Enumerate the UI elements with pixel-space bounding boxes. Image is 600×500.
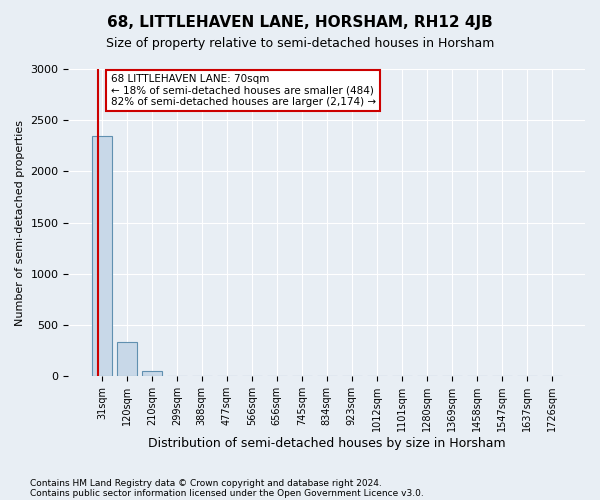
Bar [92, 136, 112, 376]
Text: Contains public sector information licensed under the Open Government Licence v3: Contains public sector information licen… [30, 488, 424, 498]
X-axis label: Distribution of semi-detached houses by size in Horsham: Distribution of semi-detached houses by … [148, 437, 506, 450]
Bar [142, 371, 162, 376]
Text: 68, LITTLEHAVEN LANE, HORSHAM, RH12 4JB: 68, LITTLEHAVEN LANE, HORSHAM, RH12 4JB [107, 15, 493, 30]
Text: Contains HM Land Registry data © Crown copyright and database right 2024.: Contains HM Land Registry data © Crown c… [30, 478, 382, 488]
Y-axis label: Number of semi-detached properties: Number of semi-detached properties [15, 120, 25, 326]
Text: Size of property relative to semi-detached houses in Horsham: Size of property relative to semi-detach… [106, 38, 494, 51]
Bar [117, 342, 137, 376]
Text: 68 LITTLEHAVEN LANE: 70sqm
← 18% of semi-detached houses are smaller (484)
82% o: 68 LITTLEHAVEN LANE: 70sqm ← 18% of semi… [110, 74, 376, 108]
